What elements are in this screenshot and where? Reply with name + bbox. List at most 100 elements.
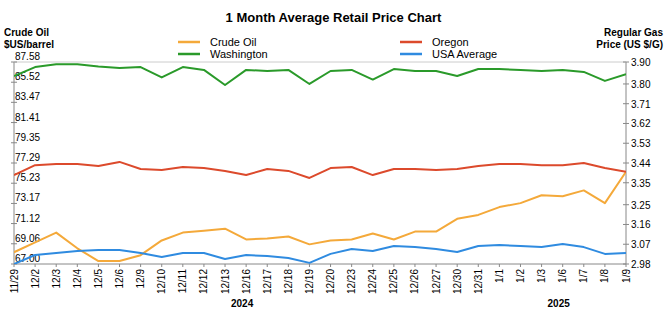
x-tick-label: 12/19 bbox=[304, 269, 315, 294]
series-line bbox=[14, 162, 626, 178]
x-tick bbox=[520, 264, 521, 267]
y-tick-label: 85.52 bbox=[15, 71, 40, 82]
y2-tick-label: 3.90 bbox=[631, 57, 651, 68]
annotation: 2024 bbox=[231, 298, 254, 309]
x-tick bbox=[393, 264, 394, 267]
axes: 67.0069.0671.1273.1775.2377.2979.3581.41… bbox=[9, 51, 651, 294]
y-tick-label: 77.29 bbox=[15, 152, 40, 163]
x-tick-label: 1/1 bbox=[494, 269, 505, 283]
x-tick bbox=[161, 264, 162, 267]
plot-frame bbox=[14, 62, 626, 63]
y-tick-label: 79.35 bbox=[15, 132, 40, 143]
x-tick bbox=[604, 264, 605, 267]
x-tick-label: 1/8 bbox=[599, 269, 610, 283]
y2-tick bbox=[623, 62, 629, 63]
y2-tick-label: 3.07 bbox=[631, 239, 651, 250]
y-tick-label: 81.41 bbox=[15, 112, 40, 123]
legend-label: USA Average bbox=[432, 48, 497, 60]
y2-tick bbox=[623, 83, 629, 84]
y2-tick-label: 3.35 bbox=[631, 178, 651, 189]
x-tick-label: 12/9 bbox=[135, 269, 146, 289]
y2-tick-label: 3.44 bbox=[631, 158, 651, 169]
y2-axis-label: Regular Gas bbox=[604, 27, 663, 38]
y2-tick bbox=[623, 163, 629, 164]
y2-tick-label: 3.25 bbox=[631, 200, 651, 211]
y2-tick-label: 3.16 bbox=[631, 219, 651, 230]
y2-axis-label: Price (US $/G) bbox=[596, 39, 663, 50]
x-tick-label: 12/17 bbox=[262, 269, 273, 294]
x-tick-label: 12/27 bbox=[431, 269, 442, 294]
x-tick bbox=[182, 264, 183, 267]
x-tick bbox=[583, 264, 584, 267]
x-tick-label: 12/18 bbox=[283, 269, 294, 294]
annotation: 2025 bbox=[548, 298, 571, 309]
y2-tick bbox=[623, 204, 629, 205]
legend-swatch bbox=[400, 41, 422, 44]
x-tick-label: 12/16 bbox=[241, 269, 252, 294]
x-tick bbox=[77, 264, 78, 267]
x-tick bbox=[56, 264, 57, 267]
x-tick-label: 12/11 bbox=[177, 269, 188, 294]
plot-area bbox=[14, 64, 626, 264]
y-axis-label: $US/barrel bbox=[4, 39, 54, 50]
x-tick-label: 12/31 bbox=[473, 269, 484, 294]
y2-tick bbox=[623, 123, 629, 124]
x-axis-line bbox=[14, 264, 626, 265]
x-tick-label: 1/2 bbox=[515, 269, 526, 283]
x-tick-label: 12/3 bbox=[51, 269, 62, 289]
x-tick-label: 1/6 bbox=[557, 269, 568, 283]
x-tick-label: 12/30 bbox=[452, 269, 463, 294]
y2-tick bbox=[623, 224, 629, 225]
x-tick-label: 12/6 bbox=[114, 269, 125, 289]
x-tick-label: 1/3 bbox=[536, 269, 547, 283]
x-tick-label: 12/13 bbox=[220, 269, 231, 294]
y-tick-label: 83.47 bbox=[15, 91, 40, 102]
x-tick bbox=[119, 264, 120, 267]
y-tick-label: 87.58 bbox=[15, 51, 40, 62]
x-tick bbox=[98, 264, 99, 267]
y2-tick-label: 3.71 bbox=[631, 99, 651, 110]
x-tick bbox=[246, 264, 247, 267]
x-tick-label: 12/23 bbox=[346, 269, 357, 294]
series-line bbox=[14, 244, 626, 264]
legend-swatch bbox=[178, 53, 200, 56]
x-tick-label: 11/29 bbox=[9, 269, 20, 294]
x-tick bbox=[499, 264, 500, 267]
x-tick-label: 1/9 bbox=[621, 269, 632, 283]
legend-swatch bbox=[400, 53, 422, 56]
x-tick bbox=[225, 264, 226, 267]
x-tick bbox=[267, 264, 268, 267]
x-tick-label: 1/7 bbox=[578, 269, 589, 283]
title: 1 Month Average Retail Price Chart bbox=[226, 10, 442, 25]
series-line bbox=[14, 64, 626, 85]
x-tick-label: 12/4 bbox=[72, 269, 83, 289]
x-tick bbox=[351, 264, 352, 267]
chart: 1 Month Average Retail Price Chart Crude … bbox=[0, 0, 667, 312]
legend-label: Washington bbox=[210, 48, 268, 60]
legend-label: Oregon bbox=[432, 36, 469, 48]
x-tick-label: 12/12 bbox=[198, 269, 209, 294]
x-tick-label: 12/24 bbox=[367, 269, 378, 294]
y2-tick bbox=[623, 182, 629, 183]
x-tick-label: 12/10 bbox=[156, 269, 167, 294]
x-tick-label: 12/5 bbox=[93, 269, 104, 289]
x-tick-label: 12/20 bbox=[325, 269, 336, 294]
x-tick bbox=[35, 264, 36, 267]
x-tick bbox=[457, 264, 458, 267]
y-axis-label: Crude Oil bbox=[4, 27, 49, 38]
x-tick bbox=[309, 264, 310, 267]
x-tick-label: 12/26 bbox=[409, 269, 420, 294]
x-tick bbox=[288, 264, 289, 267]
y2-tick bbox=[623, 143, 629, 144]
x-tick bbox=[203, 264, 204, 267]
x-tick bbox=[436, 264, 437, 267]
x-tick bbox=[372, 264, 373, 267]
x-tick bbox=[626, 264, 627, 267]
x-tick bbox=[414, 264, 415, 267]
y2-tick-label: 3.62 bbox=[631, 118, 651, 129]
legend-swatch bbox=[178, 41, 200, 44]
y-tick-label: 71.12 bbox=[15, 213, 40, 224]
y2-tick-label: 3.80 bbox=[631, 79, 651, 90]
x-tick-label: 12/2 bbox=[30, 269, 41, 289]
x-tick bbox=[478, 264, 479, 267]
